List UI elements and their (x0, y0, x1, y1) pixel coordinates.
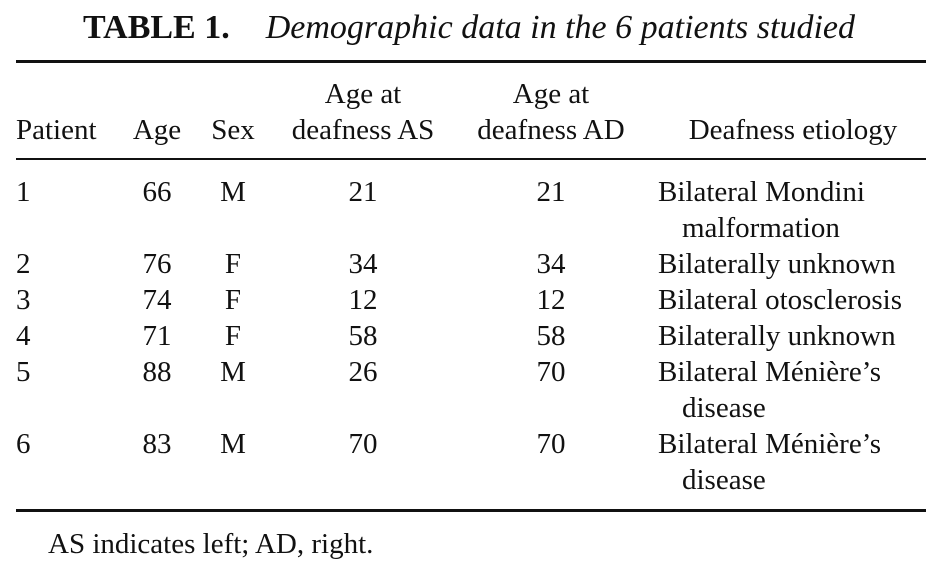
cell-age: 66 (142, 176, 172, 208)
cell-age: 83 (142, 428, 172, 460)
cell-patient: 5 (16, 356, 31, 388)
cell-etiology-line2: disease (682, 464, 766, 496)
cell-sex: F (224, 248, 242, 280)
cell-age: 74 (142, 284, 172, 316)
cell-age: 88 (142, 356, 172, 388)
cell-age: 76 (142, 248, 172, 280)
cell-age-deafness-as: 34 (348, 248, 378, 280)
cell-patient: 2 (16, 248, 31, 280)
header-patient: Patient (16, 114, 97, 146)
cell-sex: F (224, 284, 242, 316)
cell-sex: M (220, 176, 246, 208)
bottom-rule (16, 509, 926, 512)
cell-etiology: Bilateral Ménière’s disease (658, 426, 928, 498)
table-footnote: AS indicates left; AD, right. (48, 528, 374, 560)
cell-age-deafness-as: 26 (348, 356, 378, 388)
header-age-deafness-ad: Age at deafness AD (466, 76, 636, 148)
header-rule (16, 158, 926, 160)
cell-etiology-line1: Bilateral Mondini (658, 176, 865, 208)
header-age-deafness-as-line2: deafness AS (291, 114, 435, 146)
header-age-deafness-as: Age at deafness AS (282, 76, 444, 148)
header-age-deafness-ad-line1: Age at (512, 78, 590, 110)
table-title: Demographic data in the 6 patients studi… (265, 9, 856, 46)
cell-etiology: Bilateral otosclerosis (658, 284, 903, 316)
cell-age-deafness-ad: 70 (536, 356, 566, 388)
cell-etiology: Bilateral Ménière’s disease (658, 354, 928, 426)
cell-age-deafness-as: 21 (348, 176, 378, 208)
cell-age-deafness-as: 70 (348, 428, 378, 460)
cell-age-deafness-ad: 21 (536, 176, 566, 208)
cell-etiology: Bilaterally unknown (658, 248, 896, 280)
cell-age-deafness-ad: 12 (536, 284, 566, 316)
cell-sex: F (224, 320, 242, 352)
cell-patient: 6 (16, 428, 31, 460)
cell-sex: M (220, 428, 246, 460)
cell-age-deafness-as: 12 (348, 284, 378, 316)
cell-age: 71 (142, 320, 172, 352)
header-age: Age (132, 114, 182, 146)
top-rule (16, 60, 926, 63)
header-sex: Sex (211, 114, 255, 146)
table-caption: TABLE 1. Demographic data in the 6 patien… (0, 6, 938, 50)
header-age-deafness-ad-line2: deafness AD (477, 114, 625, 146)
table-label: TABLE 1. (82, 9, 230, 46)
cell-etiology-line1: Bilateral Ménière’s (658, 356, 882, 388)
cell-sex: M (220, 356, 246, 388)
cell-age-deafness-ad: 58 (536, 320, 566, 352)
cell-age-deafness-ad: 70 (536, 428, 566, 460)
header-etiology: Deafness etiology (688, 114, 898, 146)
cell-patient: 1 (16, 176, 31, 208)
cell-etiology-line1: Bilateral Ménière’s (658, 428, 882, 460)
cell-patient: 3 (16, 284, 31, 316)
cell-etiology: Bilaterally unknown (658, 320, 896, 352)
cell-etiology-line2: disease (682, 392, 766, 424)
cell-age-deafness-ad: 34 (536, 248, 566, 280)
header-age-deafness-as-line1: Age at (324, 78, 402, 110)
cell-age-deafness-as: 58 (348, 320, 378, 352)
cell-etiology: Bilateral Mondini malformation (658, 174, 928, 246)
cell-etiology-line2: malformation (682, 212, 840, 244)
cell-patient: 4 (16, 320, 31, 352)
